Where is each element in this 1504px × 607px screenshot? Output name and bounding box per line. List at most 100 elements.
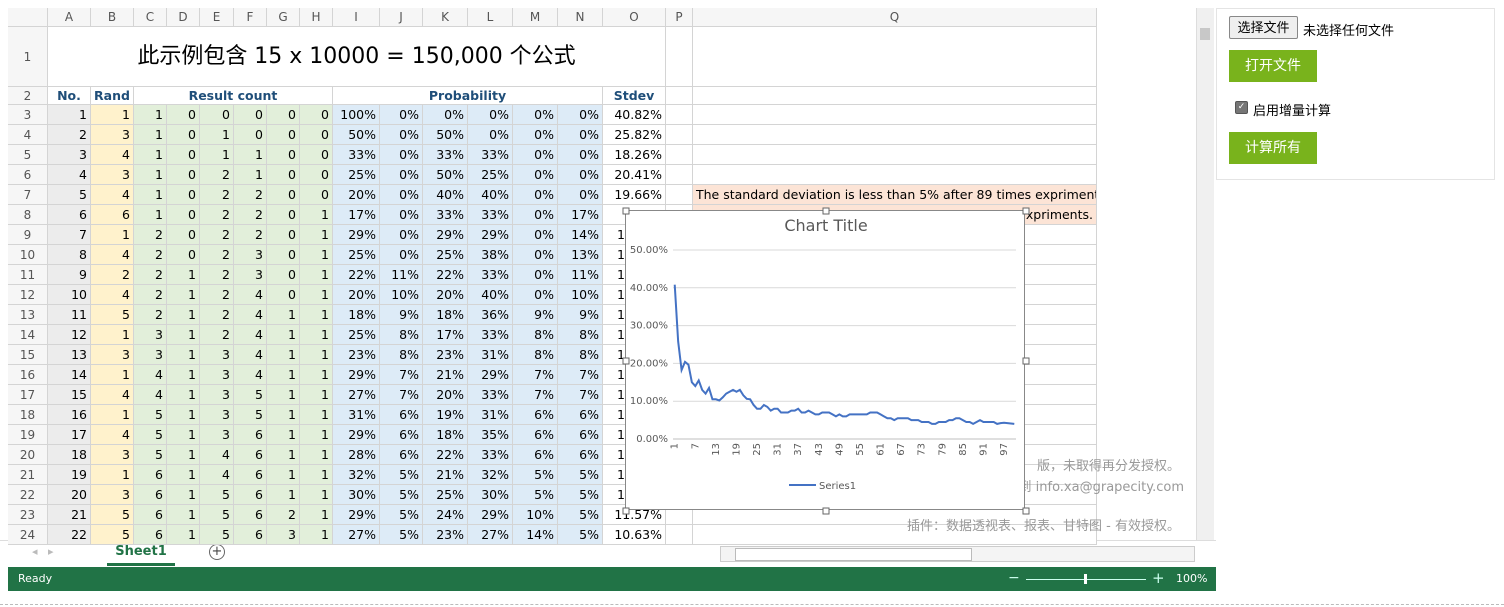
- cell: 0: [267, 225, 300, 245]
- cell: 5%: [558, 465, 603, 485]
- file-status: 未选择任何文件: [1303, 24, 1395, 39]
- resize-handle: [622, 357, 630, 365]
- cell: 33%: [468, 205, 513, 225]
- cell: 0%: [558, 125, 603, 145]
- cell: 22%: [333, 265, 380, 285]
- cell: 0%: [380, 125, 423, 145]
- zoom-out[interactable]: −: [1008, 570, 1020, 586]
- cell: 0: [167, 165, 200, 185]
- zoom-thumb[interactable]: [1084, 574, 1087, 584]
- cell: 8%: [513, 345, 558, 365]
- cell: 24%: [423, 505, 468, 525]
- row-header: 7: [8, 185, 48, 205]
- cell: 1: [300, 445, 333, 465]
- cell: 1: [267, 365, 300, 385]
- status-bar: Ready − + 100%: [8, 567, 1216, 591]
- cell: 33%: [423, 145, 468, 165]
- cell: 35%: [468, 425, 513, 445]
- x-tick-label: 49: [834, 443, 845, 456]
- cell: 0%: [513, 285, 558, 305]
- cell: 20%: [333, 185, 380, 205]
- zoom-in[interactable]: +: [1152, 569, 1165, 587]
- cell: 5%: [513, 465, 558, 485]
- cell: 1: [91, 225, 134, 245]
- checkbox[interactable]: ✓: [1235, 101, 1248, 114]
- cell: 25%: [423, 485, 468, 505]
- tab-nav[interactable]: ◂ ▸: [32, 545, 54, 558]
- cell: 5: [91, 305, 134, 325]
- cell: 29%: [468, 225, 513, 245]
- cell: 1: [91, 405, 134, 425]
- cell: 1: [134, 185, 167, 205]
- cell: [666, 145, 693, 165]
- column-header: G: [267, 8, 300, 27]
- cell: 4: [48, 165, 91, 185]
- cell: 50%: [423, 165, 468, 185]
- zoom-level: 100%: [1176, 572, 1208, 585]
- cell: 50%: [333, 125, 380, 145]
- cell: 33%: [468, 445, 513, 465]
- cell: 8: [48, 245, 91, 265]
- cell: 20%: [333, 285, 380, 305]
- cell: 0: [300, 145, 333, 165]
- scroll-thumb[interactable]: [1200, 28, 1210, 40]
- cell: 16: [48, 405, 91, 425]
- cell: 1: [300, 525, 333, 545]
- add-sheet[interactable]: +: [209, 544, 225, 560]
- cell: 5: [200, 505, 234, 525]
- cell: 1: [167, 445, 200, 465]
- cell: 33%: [468, 265, 513, 285]
- cell: 0: [267, 145, 300, 165]
- calc-button[interactable]: 计算所有: [1229, 132, 1317, 164]
- file-button[interactable]: 选择文件: [1229, 16, 1298, 39]
- cell: 22%: [423, 445, 468, 465]
- cell: 0%: [380, 225, 423, 245]
- cell: 10.63%: [603, 525, 666, 545]
- cell: 5: [234, 405, 267, 425]
- open-button[interactable]: 打开文件: [1229, 50, 1317, 82]
- cell: 1: [167, 525, 200, 545]
- cell: 4: [234, 345, 267, 365]
- cell: 0%: [380, 185, 423, 205]
- x-tick-label: 1: [670, 443, 681, 449]
- cell: 0: [167, 225, 200, 245]
- cell: 1: [91, 465, 134, 485]
- chart[interactable]: Chart Title 0.00% 10.00% 20.00% 30.00% 40.00%…: [622, 207, 1030, 515]
- cell: 5%: [558, 485, 603, 505]
- column-title: Result count: [134, 87, 333, 105]
- cell: 29%: [333, 425, 380, 445]
- scroll-thumb[interactable]: [735, 548, 972, 561]
- cell: 1: [300, 505, 333, 525]
- row-header: 10: [8, 245, 48, 265]
- cell: 1: [167, 465, 200, 485]
- cell: 3: [200, 365, 234, 385]
- cell: 10%: [558, 285, 603, 305]
- h-scrollbar[interactable]: [720, 546, 1195, 562]
- v-scrollbar[interactable]: [1196, 8, 1214, 540]
- cell: 0: [267, 165, 300, 185]
- cell: 2: [200, 205, 234, 225]
- cell: 3: [91, 345, 134, 365]
- column-header: C: [134, 8, 167, 27]
- cell: 1: [134, 145, 167, 165]
- cell: 1: [300, 305, 333, 325]
- cell: [666, 87, 693, 105]
- cell: 1: [167, 485, 200, 505]
- cell: 1: [91, 365, 134, 385]
- resize-handle: [622, 207, 630, 215]
- cell: 1: [300, 425, 333, 445]
- cell: 29%: [423, 225, 468, 245]
- cell: 0%: [380, 205, 423, 225]
- cell: 21: [48, 505, 91, 525]
- cell: 1: [167, 405, 200, 425]
- sheet-tab[interactable]: Sheet1: [107, 541, 175, 566]
- cell: 5%: [380, 485, 423, 505]
- x-tick-label: 85: [958, 443, 969, 456]
- cell: 6: [134, 465, 167, 485]
- cell: 25%: [333, 165, 380, 185]
- cell: 0%: [513, 245, 558, 265]
- column-header: A: [48, 8, 91, 27]
- cell: 8%: [513, 325, 558, 345]
- column-header: K: [423, 8, 468, 27]
